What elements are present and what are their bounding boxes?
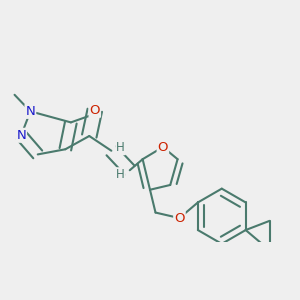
- Text: H: H: [116, 168, 125, 181]
- Text: N: N: [16, 129, 26, 142]
- Text: O: O: [174, 212, 185, 225]
- Text: N: N: [26, 105, 35, 118]
- Text: O: O: [158, 141, 168, 154]
- Text: H: H: [116, 141, 125, 154]
- Text: O: O: [89, 104, 100, 117]
